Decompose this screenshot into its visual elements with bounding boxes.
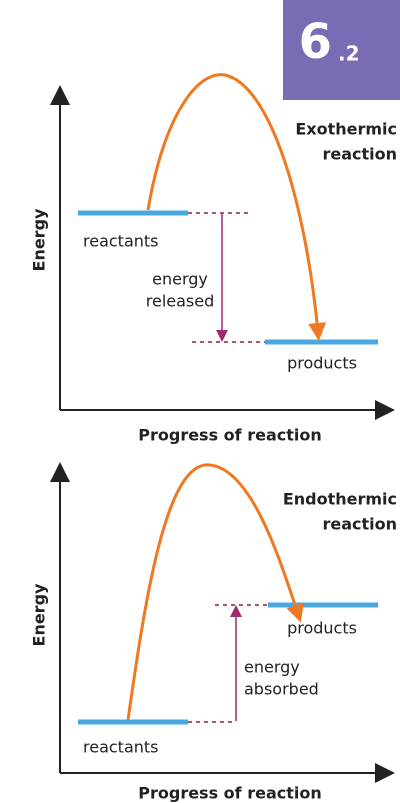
products-label: products <box>287 619 357 638</box>
badge-sub: .2 <box>338 42 360 66</box>
x-axis-label: Progress of reaction <box>138 426 321 445</box>
y-axis-label: Energy <box>30 208 49 272</box>
reaction-path <box>146 73 327 341</box>
x-axis-label: Progress of reaction <box>138 784 321 803</box>
reaction-path <box>126 463 304 721</box>
title: Exothermic <box>295 120 397 139</box>
reactants-label: reactants <box>83 738 159 757</box>
energy-label: released <box>146 292 215 311</box>
y-axis-label: Energy <box>30 583 49 647</box>
endothermic-diagram: Endothermic reaction products energy abs… <box>30 462 397 803</box>
badge-number: 6 <box>299 14 332 70</box>
energy-label: absorbed <box>244 680 319 699</box>
reactants-label: reactants <box>83 232 159 251</box>
title: Endothermic <box>283 490 397 509</box>
title: reaction <box>322 515 397 534</box>
badge <box>283 0 400 100</box>
energy-label: energy <box>244 658 300 677</box>
products-label: products <box>287 354 357 373</box>
energy-label: energy <box>152 270 208 289</box>
title: reaction <box>322 145 397 164</box>
exothermic-diagram: Exothermic reaction reactants energy rel… <box>30 73 397 445</box>
